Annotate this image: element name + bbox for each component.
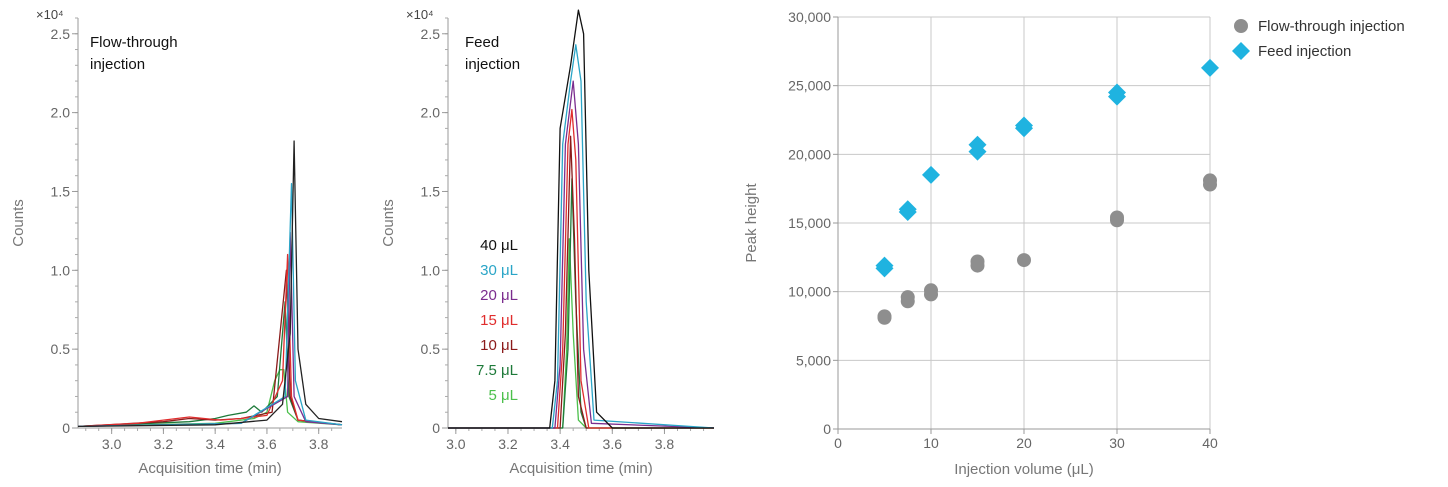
x-axis-label: Acquisition time (min) xyxy=(138,460,281,477)
series-label: 30 μL xyxy=(480,262,518,279)
series-label: 40 μL xyxy=(480,237,518,254)
scale-multiplier-label: ×10⁴ xyxy=(406,7,434,22)
scatter-series-1 xyxy=(877,173,1217,325)
feed-point xyxy=(922,165,940,184)
x-tick-label: 3.2 xyxy=(154,436,174,452)
chromatogram-trace-2 xyxy=(77,182,343,428)
y-tick-label: 2.5 xyxy=(421,26,441,42)
y-tick-label: 20,000 xyxy=(788,146,831,162)
x-tick-label: 3.8 xyxy=(655,436,675,452)
feed-point xyxy=(968,135,987,154)
y-axis-label: Peak height xyxy=(743,183,760,263)
legend-label: Flow-through injection xyxy=(1258,18,1405,35)
panel-annotation-line: injection xyxy=(465,56,520,73)
chromatogram-trace-1 xyxy=(448,9,714,429)
feed-point xyxy=(898,200,917,219)
y-tick-label: 2.0 xyxy=(421,105,441,121)
legend-marker xyxy=(1234,19,1248,33)
y-tick-label: 10,000 xyxy=(788,284,831,300)
feed-point xyxy=(875,256,894,275)
x-axis-label: Acquisition time (min) xyxy=(509,460,652,477)
flow-through-point xyxy=(1110,210,1124,225)
scatter-panel: 0 5,000 10,000 15,000 20,000 25,000 30,000 0 10 2… xyxy=(743,9,1405,478)
x-tick-label: 10 xyxy=(923,435,939,451)
x-tick-label: 3.4 xyxy=(550,436,570,452)
panel-annotation-line: Flow-through xyxy=(90,34,178,51)
flow-through-point xyxy=(970,254,985,269)
y-tick-label: 2.5 xyxy=(51,26,71,42)
y-tick-label: 0 xyxy=(823,421,831,437)
chromatogram-trace-2 xyxy=(448,44,715,429)
series-label: 10 μL xyxy=(480,337,518,354)
feed-point xyxy=(1108,83,1126,102)
chromatogram-trace-4 xyxy=(77,253,343,428)
flow-through-point xyxy=(1017,253,1031,268)
chromatogram-trace-3 xyxy=(448,80,715,429)
y-axis-label: Counts xyxy=(10,199,27,247)
panel-annotation-line: injection xyxy=(90,56,145,73)
y-tick-label: 30,000 xyxy=(788,9,831,25)
series-label: 15 μL xyxy=(480,312,518,329)
scale-multiplier-label: ×10⁴ xyxy=(36,7,64,22)
y-tick-label: 0 xyxy=(432,420,440,436)
x-tick-label: 3.6 xyxy=(257,436,277,452)
y-tick-label: 0.5 xyxy=(421,341,441,357)
x-tick-label: 0 xyxy=(834,435,842,451)
panel-annotation-line: Feed xyxy=(465,34,499,51)
chromatogram-trace-1 xyxy=(77,140,343,428)
series-label: 20 μL xyxy=(480,287,518,304)
x-tick-label: 20 xyxy=(1016,435,1032,451)
x-tick-label: 3.0 xyxy=(446,436,466,452)
y-tick-label: 1.5 xyxy=(421,183,441,199)
x-axis-label: Injection volume (μL) xyxy=(954,461,1094,478)
y-tick-label: 25,000 xyxy=(788,78,831,94)
chromatogram-trace-5 xyxy=(77,269,343,428)
y-tick-label: 0 xyxy=(62,420,70,436)
y-tick-label: 1.0 xyxy=(421,262,441,278)
series-label: 7.5 μL xyxy=(476,362,518,379)
x-tick-label: 3.0 xyxy=(102,436,122,452)
chromatogram-trace-3 xyxy=(77,231,343,428)
y-tick-label: 15,000 xyxy=(788,215,831,231)
y-tick-label: 0.5 xyxy=(51,341,71,357)
y-tick-label: 1.0 xyxy=(51,262,71,278)
chromatogram-trace-7 xyxy=(77,369,343,428)
y-tick-label: 2.0 xyxy=(51,105,71,121)
x-tick-label: 40 xyxy=(1202,435,1218,451)
series-label: 5 μL xyxy=(489,387,519,404)
x-tick-label: 3.2 xyxy=(498,436,518,452)
legend-label: Feed injection xyxy=(1258,43,1351,60)
y-tick-label: 1.5 xyxy=(51,183,71,199)
panel-annotation: Feed injection xyxy=(465,34,520,73)
chromatogram-panel-2: 0 0.5 1.0 1.5 2.0 2.5 3.0 3.2 3.4 3.6 3.8Acquisiti… xyxy=(380,7,715,477)
scatter-series-2 xyxy=(875,58,1219,278)
x-tick-label: 30 xyxy=(1109,435,1125,451)
y-tick-label: 5,000 xyxy=(796,352,831,368)
flow-through-point xyxy=(924,283,938,298)
feed-point xyxy=(1201,58,1219,77)
flow-through-point xyxy=(1203,173,1217,188)
chromatogram-trace-5 xyxy=(448,135,714,429)
legend: Flow-through injection Feed injection xyxy=(1232,18,1405,60)
panel-annotation: Flow-through injection xyxy=(90,34,178,73)
feed-point xyxy=(1015,116,1033,135)
chromatogram-trace-4 xyxy=(448,108,714,429)
x-tick-label: 3.8 xyxy=(309,436,329,452)
chromatogram-panel-1: 0 0.5 1.0 1.5 2.0 2.5 3.0 3.2 3.4 3.6 3.8 Acquisiti… xyxy=(10,7,343,477)
x-tick-label: 3.6 xyxy=(603,436,623,452)
flow-through-point xyxy=(877,309,892,324)
y-axis-label: Counts xyxy=(380,199,397,247)
flow-through-point xyxy=(900,290,915,305)
legend-marker xyxy=(1232,42,1250,60)
x-tick-label: 3.4 xyxy=(205,436,225,452)
